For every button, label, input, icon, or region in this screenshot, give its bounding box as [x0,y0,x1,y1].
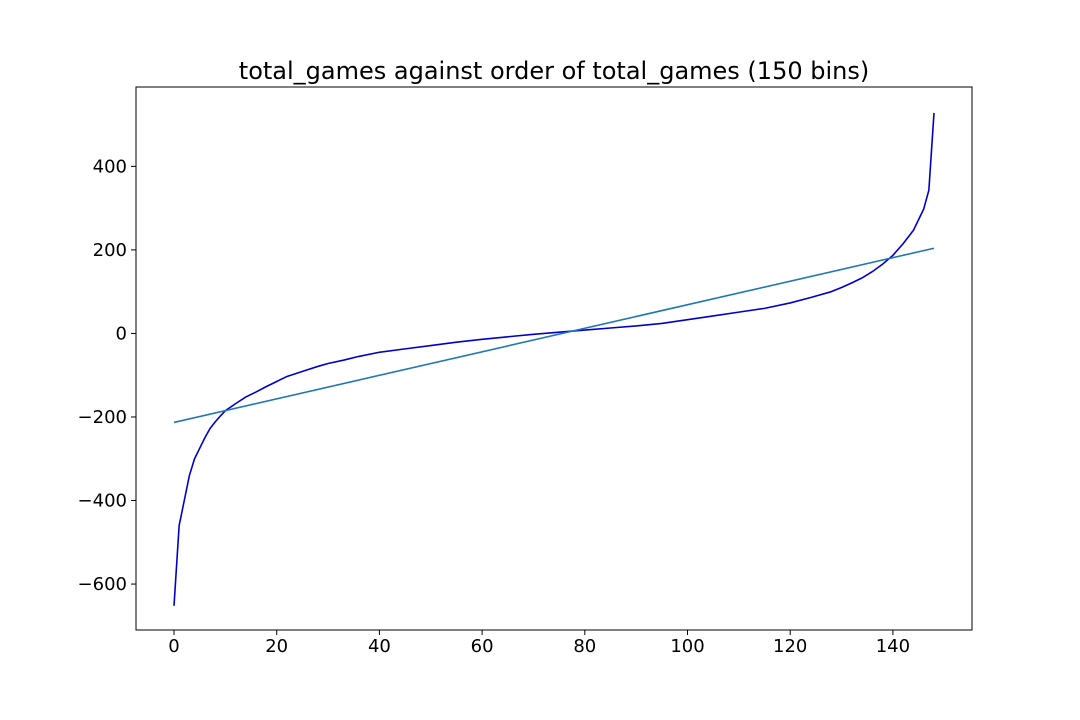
x-tick-label: 60 [471,636,494,657]
x-tick-label: 100 [670,636,704,657]
y-tick-label: −600 [78,574,127,595]
y-tick-label: 0 [116,323,127,344]
series-line-reference [173,247,935,424]
y-tick-label: −200 [78,407,127,428]
x-tick-label: 120 [773,636,807,657]
y-axis: −600 −400 −200 0 200 400 [78,156,136,595]
series-line-sorted-values [173,112,935,606]
y-tick-label: 200 [93,240,127,261]
y-tick-label: −400 [78,491,127,512]
x-tick-label: 0 [168,636,179,657]
x-tick-label: 140 [876,636,910,657]
plot-area [173,112,935,606]
plot-frame [135,86,973,631]
x-tick-label: 80 [573,636,596,657]
x-tick-label: 40 [368,636,391,657]
x-tick-label: 20 [265,636,288,657]
y-tick-label: 400 [93,156,127,177]
x-axis: 0 20 40 60 80 100 120 140 [168,630,910,657]
chart-title: total_games against order of total_games… [239,57,869,85]
